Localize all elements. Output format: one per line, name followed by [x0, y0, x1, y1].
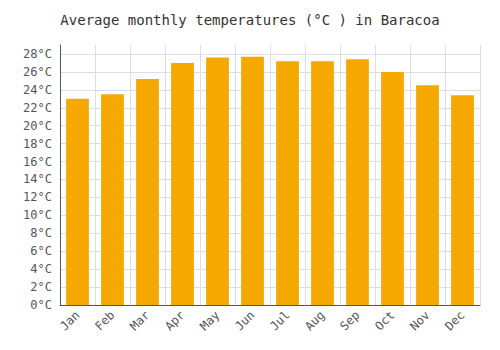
svg-text:Dec: Dec — [442, 308, 467, 333]
svg-text:22°C: 22°C — [23, 101, 52, 115]
svg-text:Sep: Sep — [337, 308, 362, 333]
svg-text:Mar: Mar — [127, 308, 152, 333]
svg-text:Aug: Aug — [302, 308, 327, 333]
svg-text:Jul: Jul — [267, 308, 292, 333]
svg-text:4°C: 4°C — [30, 262, 52, 276]
svg-text:16°C: 16°C — [23, 155, 52, 169]
svg-text:Oct: Oct — [372, 308, 397, 333]
svg-text:8°C: 8°C — [30, 226, 52, 240]
svg-text:24°C: 24°C — [23, 83, 52, 97]
svg-text:May: May — [197, 308, 222, 333]
svg-text:Apr: Apr — [162, 308, 187, 333]
svg-text:Jun: Jun — [232, 308, 257, 333]
svg-text:26°C: 26°C — [23, 65, 52, 79]
svg-text:Jan: Jan — [57, 308, 82, 333]
svg-text:20°C: 20°C — [23, 119, 52, 133]
svg-text:14°C: 14°C — [23, 172, 52, 186]
svg-text:Average monthly temperatures (: Average monthly temperatures (°C ) in Ba… — [60, 12, 439, 28]
svg-text:2°C: 2°C — [30, 280, 52, 294]
svg-text:6°C: 6°C — [30, 244, 52, 258]
svg-text:10°C: 10°C — [23, 208, 52, 222]
svg-text:28°C: 28°C — [23, 47, 52, 61]
svg-text:Feb: Feb — [92, 308, 117, 333]
svg-text:12°C: 12°C — [23, 190, 52, 204]
svg-text:18°C: 18°C — [23, 137, 52, 151]
svg-text:Nov: Nov — [407, 308, 432, 333]
svg-text:0°C: 0°C — [30, 298, 52, 312]
